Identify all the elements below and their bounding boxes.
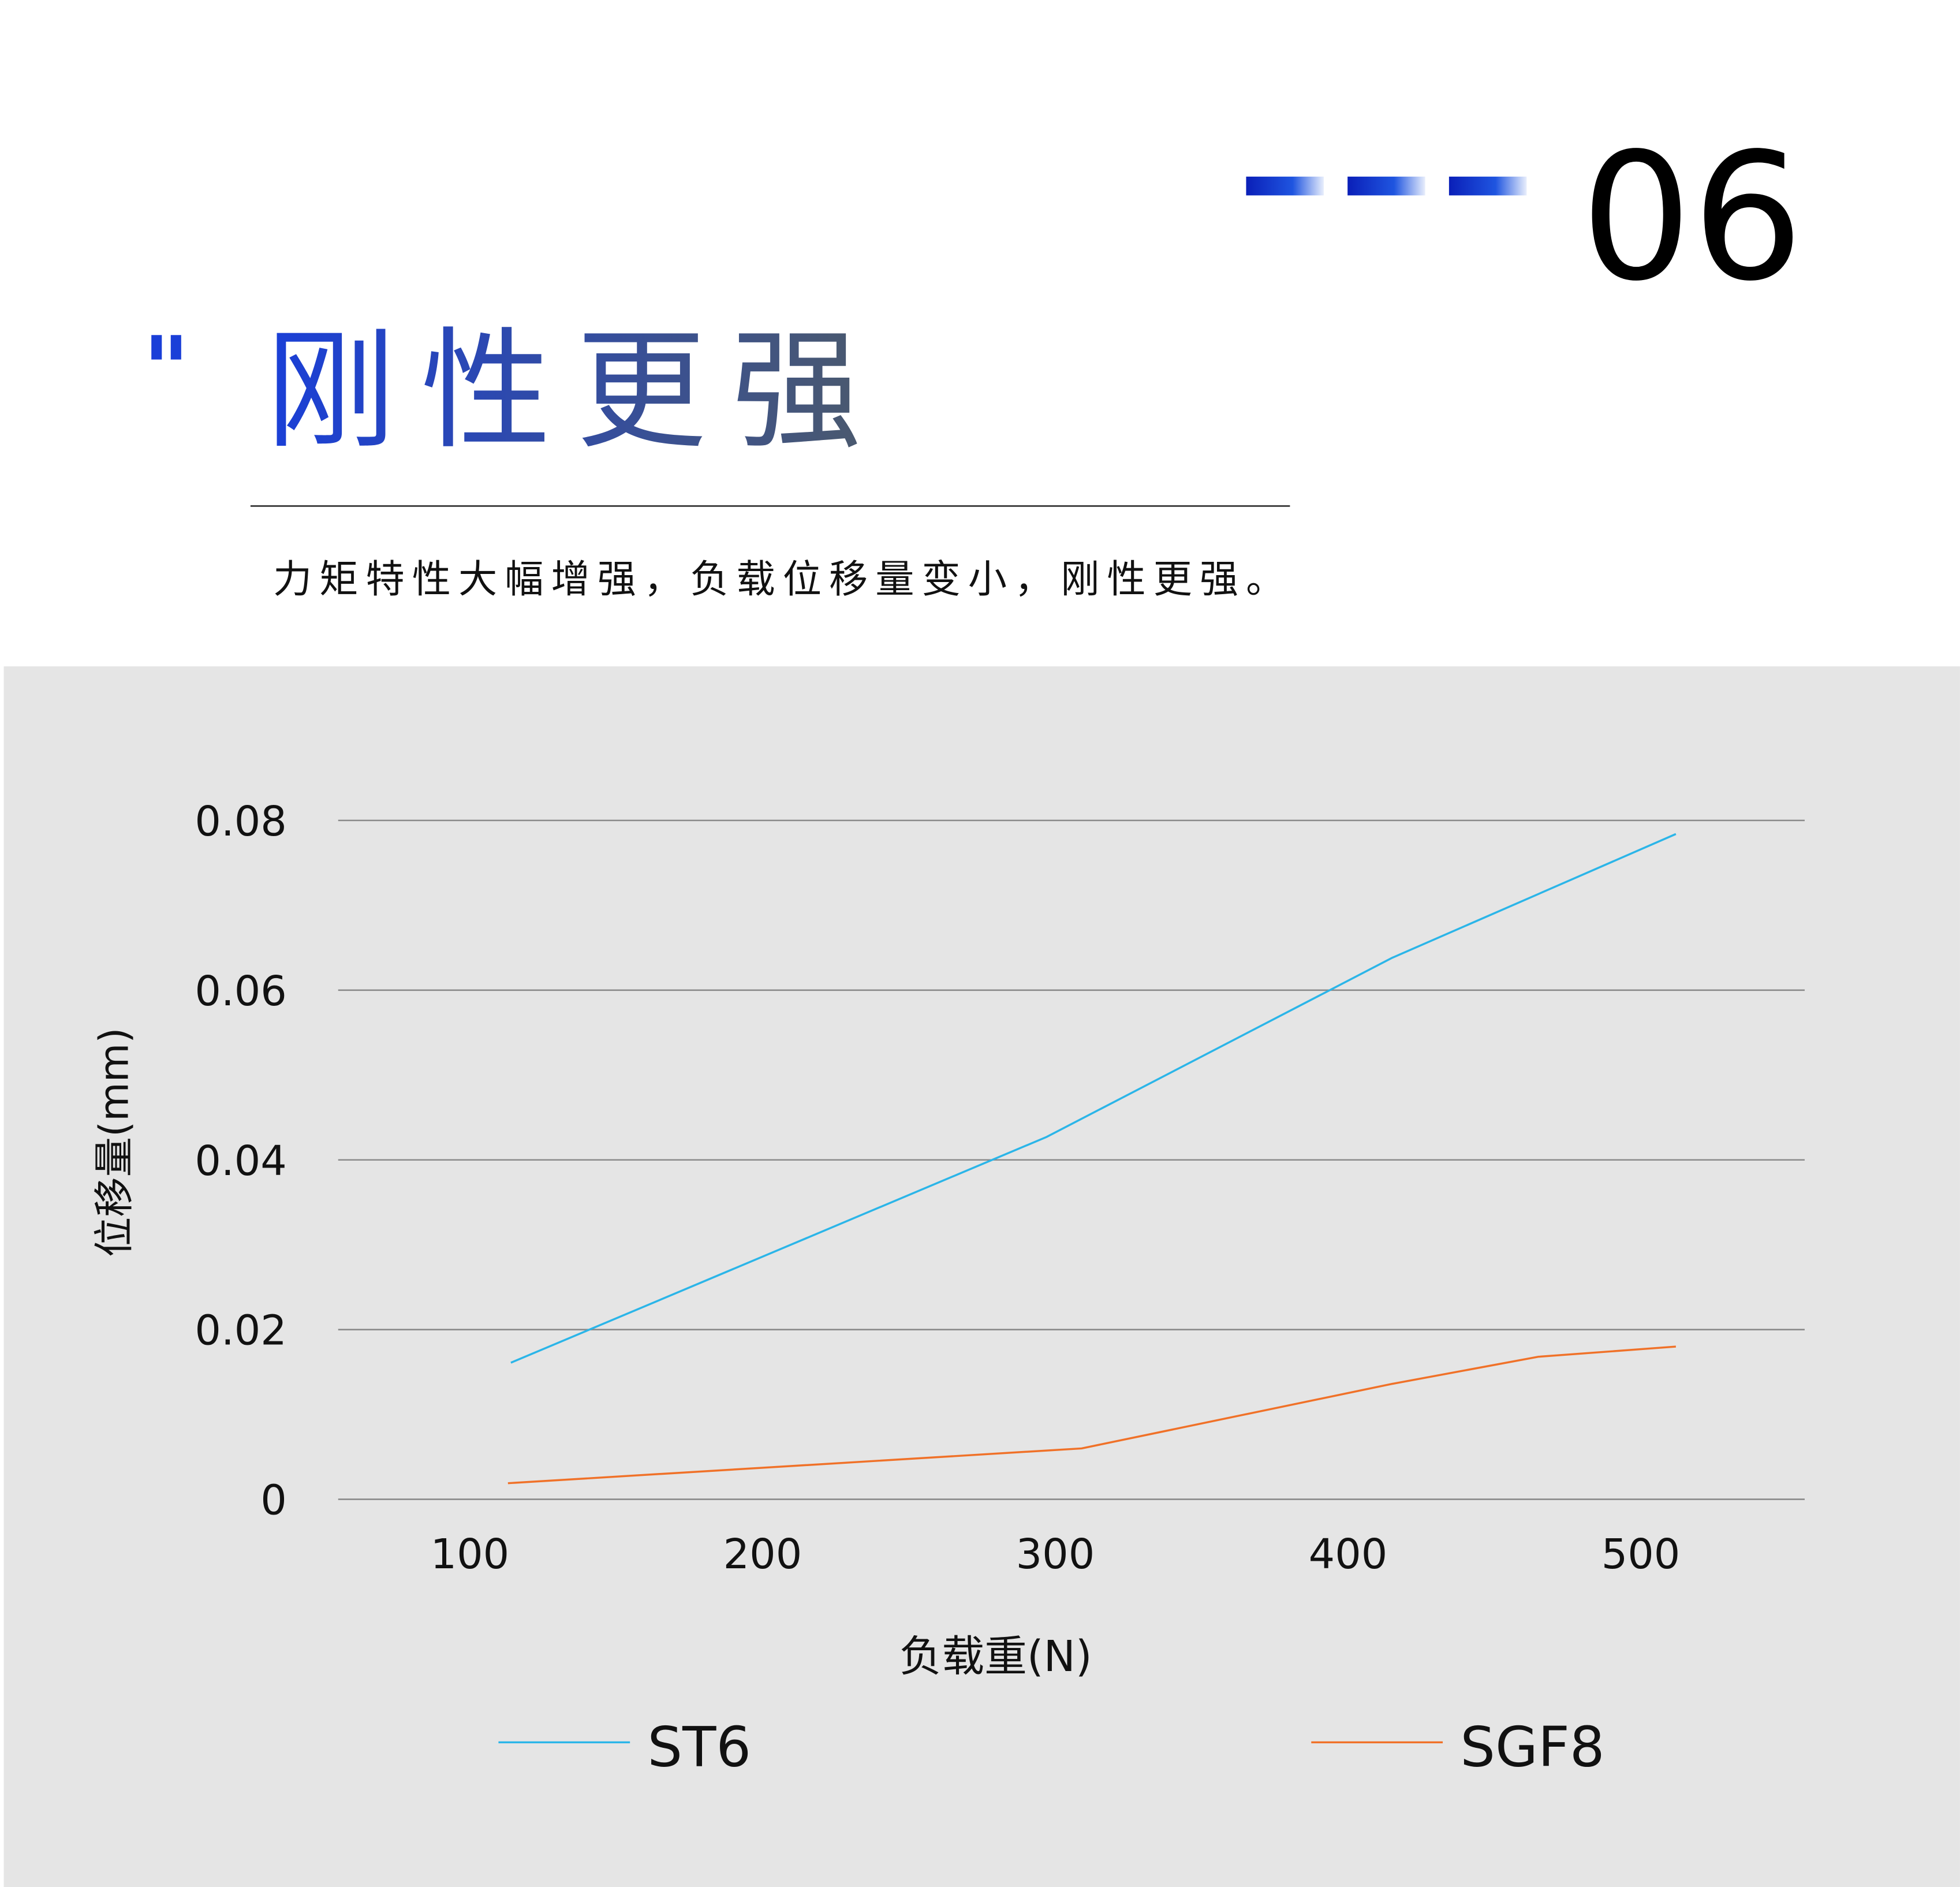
decor-dash (1246, 176, 1324, 196)
subtitle: 力矩特性大幅增强，负载位移量变小，刚性更强。 (273, 557, 1293, 602)
y-tick-label: 0.02 (195, 1307, 286, 1355)
y-axis-title: 位移量(mm) (91, 1028, 137, 1258)
x-tick-label: 100 (431, 1530, 510, 1578)
data-line (507, 1345, 1676, 1485)
y-tick-label: 0.06 (195, 967, 286, 1015)
x-axis-title: 负载重(N) (899, 1632, 1092, 1681)
y-tick-label: 0 (260, 1476, 287, 1524)
chart-background (3, 666, 1960, 1887)
y-tick-label: 0.04 (195, 1137, 286, 1185)
data-line (510, 833, 1677, 1364)
x-tick-label: 500 (1601, 1530, 1681, 1578)
x-tick-label: 300 (1016, 1530, 1095, 1578)
legend-label: SGF8 (1460, 1715, 1604, 1780)
quote-mark: " (143, 317, 189, 422)
decor-dash (1448, 176, 1527, 196)
decor-dash (1347, 176, 1425, 196)
y-tick-label: 0.08 (195, 797, 286, 845)
x-tick-label: 200 (723, 1530, 802, 1578)
x-tick-label: 400 (1309, 1530, 1388, 1578)
section-number: 06 (1581, 115, 1804, 320)
page-title: 刚性更强 (266, 316, 887, 467)
legend-label: ST6 (648, 1715, 752, 1780)
